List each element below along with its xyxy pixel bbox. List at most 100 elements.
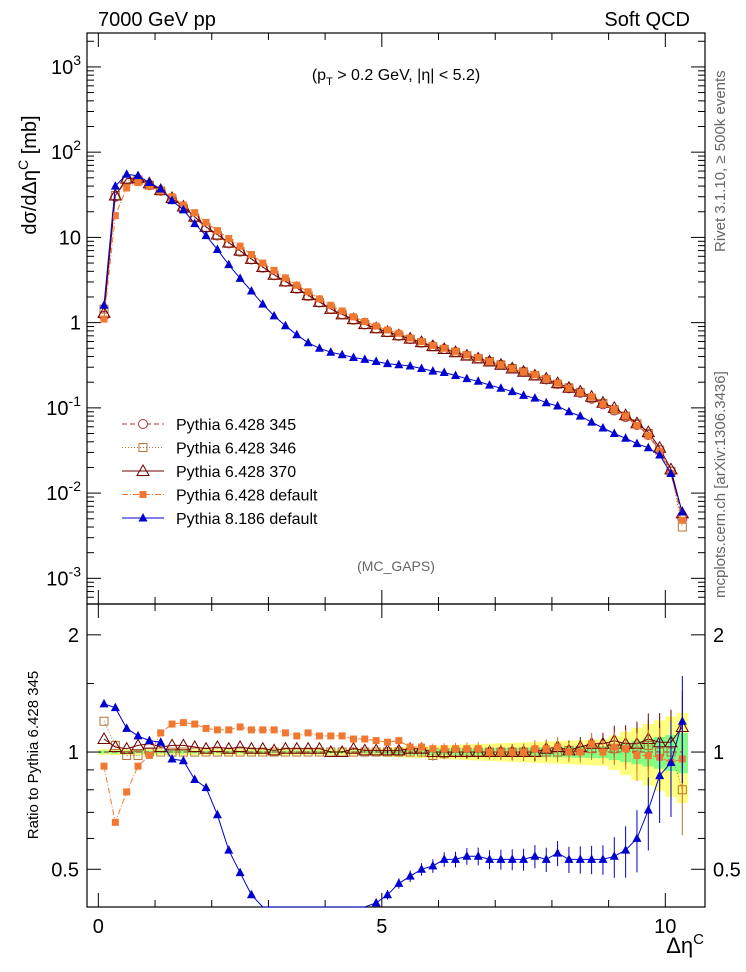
band-green [257,750,269,754]
ratio-point-p8 [564,854,574,863]
ratio-point-p370 [244,741,259,754]
ratio-point-pdef [293,732,301,740]
ratio-point-p8 [394,878,404,887]
main-panel: 10-3 10-2 10-1 1 10 102 103 (pT > 0.2 GeV, |η|… [15,32,706,605]
ratio-point-p8 [224,845,234,854]
ratio-point-p346 [292,747,302,757]
main-series-group [97,169,690,532]
main-y-tick-label: 10 [59,227,81,249]
ratio-point-pdef [554,743,562,751]
ratio-point-p8 [201,782,211,792]
ratio-point-p8 [677,716,687,725]
header-category-label: Soft QCD [604,9,690,31]
ratio-point-p8 [167,753,177,763]
ratio-point-pdef [508,748,516,756]
ratio-point-pdef [463,745,471,753]
point-pdef [588,393,596,401]
ratio-point-p370 [97,732,111,745]
band-green [313,750,326,754]
series-line-pdef [103,181,683,521]
main-y-tick-label: 102 [51,137,81,164]
ratio-point-p346 [201,747,211,757]
point-p8 [553,401,563,410]
ratio-point-p8 [541,854,551,863]
ratio-point-p8 [212,809,222,819]
point-p8 [360,354,370,363]
point-p8 [303,337,313,347]
main-y-axis-label: dσ/dΔηC [mb] [15,115,41,234]
point-pdef [395,329,403,337]
point-pdef [452,347,460,355]
ratio-point-p8 [496,854,506,863]
ratio-uncertainty-band [98,713,688,803]
ratio-point-p8 [156,737,166,746]
point-pdef [281,274,289,282]
point-p8 [235,273,245,282]
point-p8 [246,286,256,295]
point-pdef [486,357,494,365]
ratio-point-pdef [576,748,584,756]
x-tick-label: 0 [93,916,104,938]
ratio-point-p8 [190,774,200,784]
point-pdef [270,266,278,274]
legend-item-p8: Pythia 8.186 default [122,511,318,528]
ratio-point-pdef [542,745,550,753]
ratio-point-p8 [144,735,154,745]
point-pdef [100,315,108,323]
ratio-point-p8 [99,698,109,708]
point-p370 [108,188,123,201]
point-pdef [383,326,391,334]
side-mcplots-label: mcplots.cern.ch [arXiv:1306.3436] [712,371,729,598]
series-line-p370 [103,177,683,514]
ratio-point-p8 [485,854,495,863]
point-pdef [134,179,142,187]
point-pdef [225,235,233,243]
ratio-point-pdef [202,724,210,732]
ratio-point-pdef [100,762,108,770]
point-pdef [520,368,528,376]
ratio-point-pdef [486,748,494,756]
point-pdef [361,318,369,326]
point-p8 [122,169,132,178]
point-p8 [292,329,302,339]
ratio-point-pdef [406,743,414,751]
point-pdef [315,295,323,303]
analysis-tag: (MC_GAPS) [357,558,435,574]
ratio-line-pdef [103,722,683,825]
ratio-point-pdef [327,732,335,740]
legend-marker-pdef [139,491,147,498]
point-pdef [440,344,448,352]
point-p370 [233,243,247,256]
point-pdef [463,351,471,359]
point-pdef [406,334,414,342]
ratio-point-p346 [303,747,313,757]
point-p8 [666,468,676,477]
ratio-point-pdef [134,762,142,770]
point-p8 [371,356,381,365]
ratio-point-p370 [267,743,281,756]
ratio-series-p346 [99,716,687,836]
point-pdef [542,375,550,383]
point-pdef [293,281,301,289]
ratio-point-p370 [391,743,406,756]
ratio-y-tick-label-right: 2 [713,625,724,647]
legend-label-p345: Pythia 6.428 345 [176,417,296,434]
ratio-point-p8 [575,854,585,863]
ratio-point-pdef [531,745,539,753]
ratio-point-pdef [633,751,641,759]
ratio-point-p370 [346,741,361,754]
point-pdef [497,361,505,369]
ratio-point-p370 [323,745,338,758]
point-pdef [599,400,607,408]
point-pdef [236,242,244,250]
point-pdef [633,422,641,430]
point-pdef [145,182,153,190]
ratio-point-p370 [221,741,236,754]
ratio-point-pdef [474,745,482,753]
ratio-point-pdef [191,720,199,728]
point-pdef [213,227,221,235]
ratio-point-p8 [133,730,143,740]
ratio-y-tick-label-right: 0.5 [713,859,741,881]
ratio-panel: 0 5 10 0.5 0.5 1 1 2 2 Ratio to Pythia 6.428 345 [25,603,741,938]
ratio-series-p8 [99,675,687,908]
